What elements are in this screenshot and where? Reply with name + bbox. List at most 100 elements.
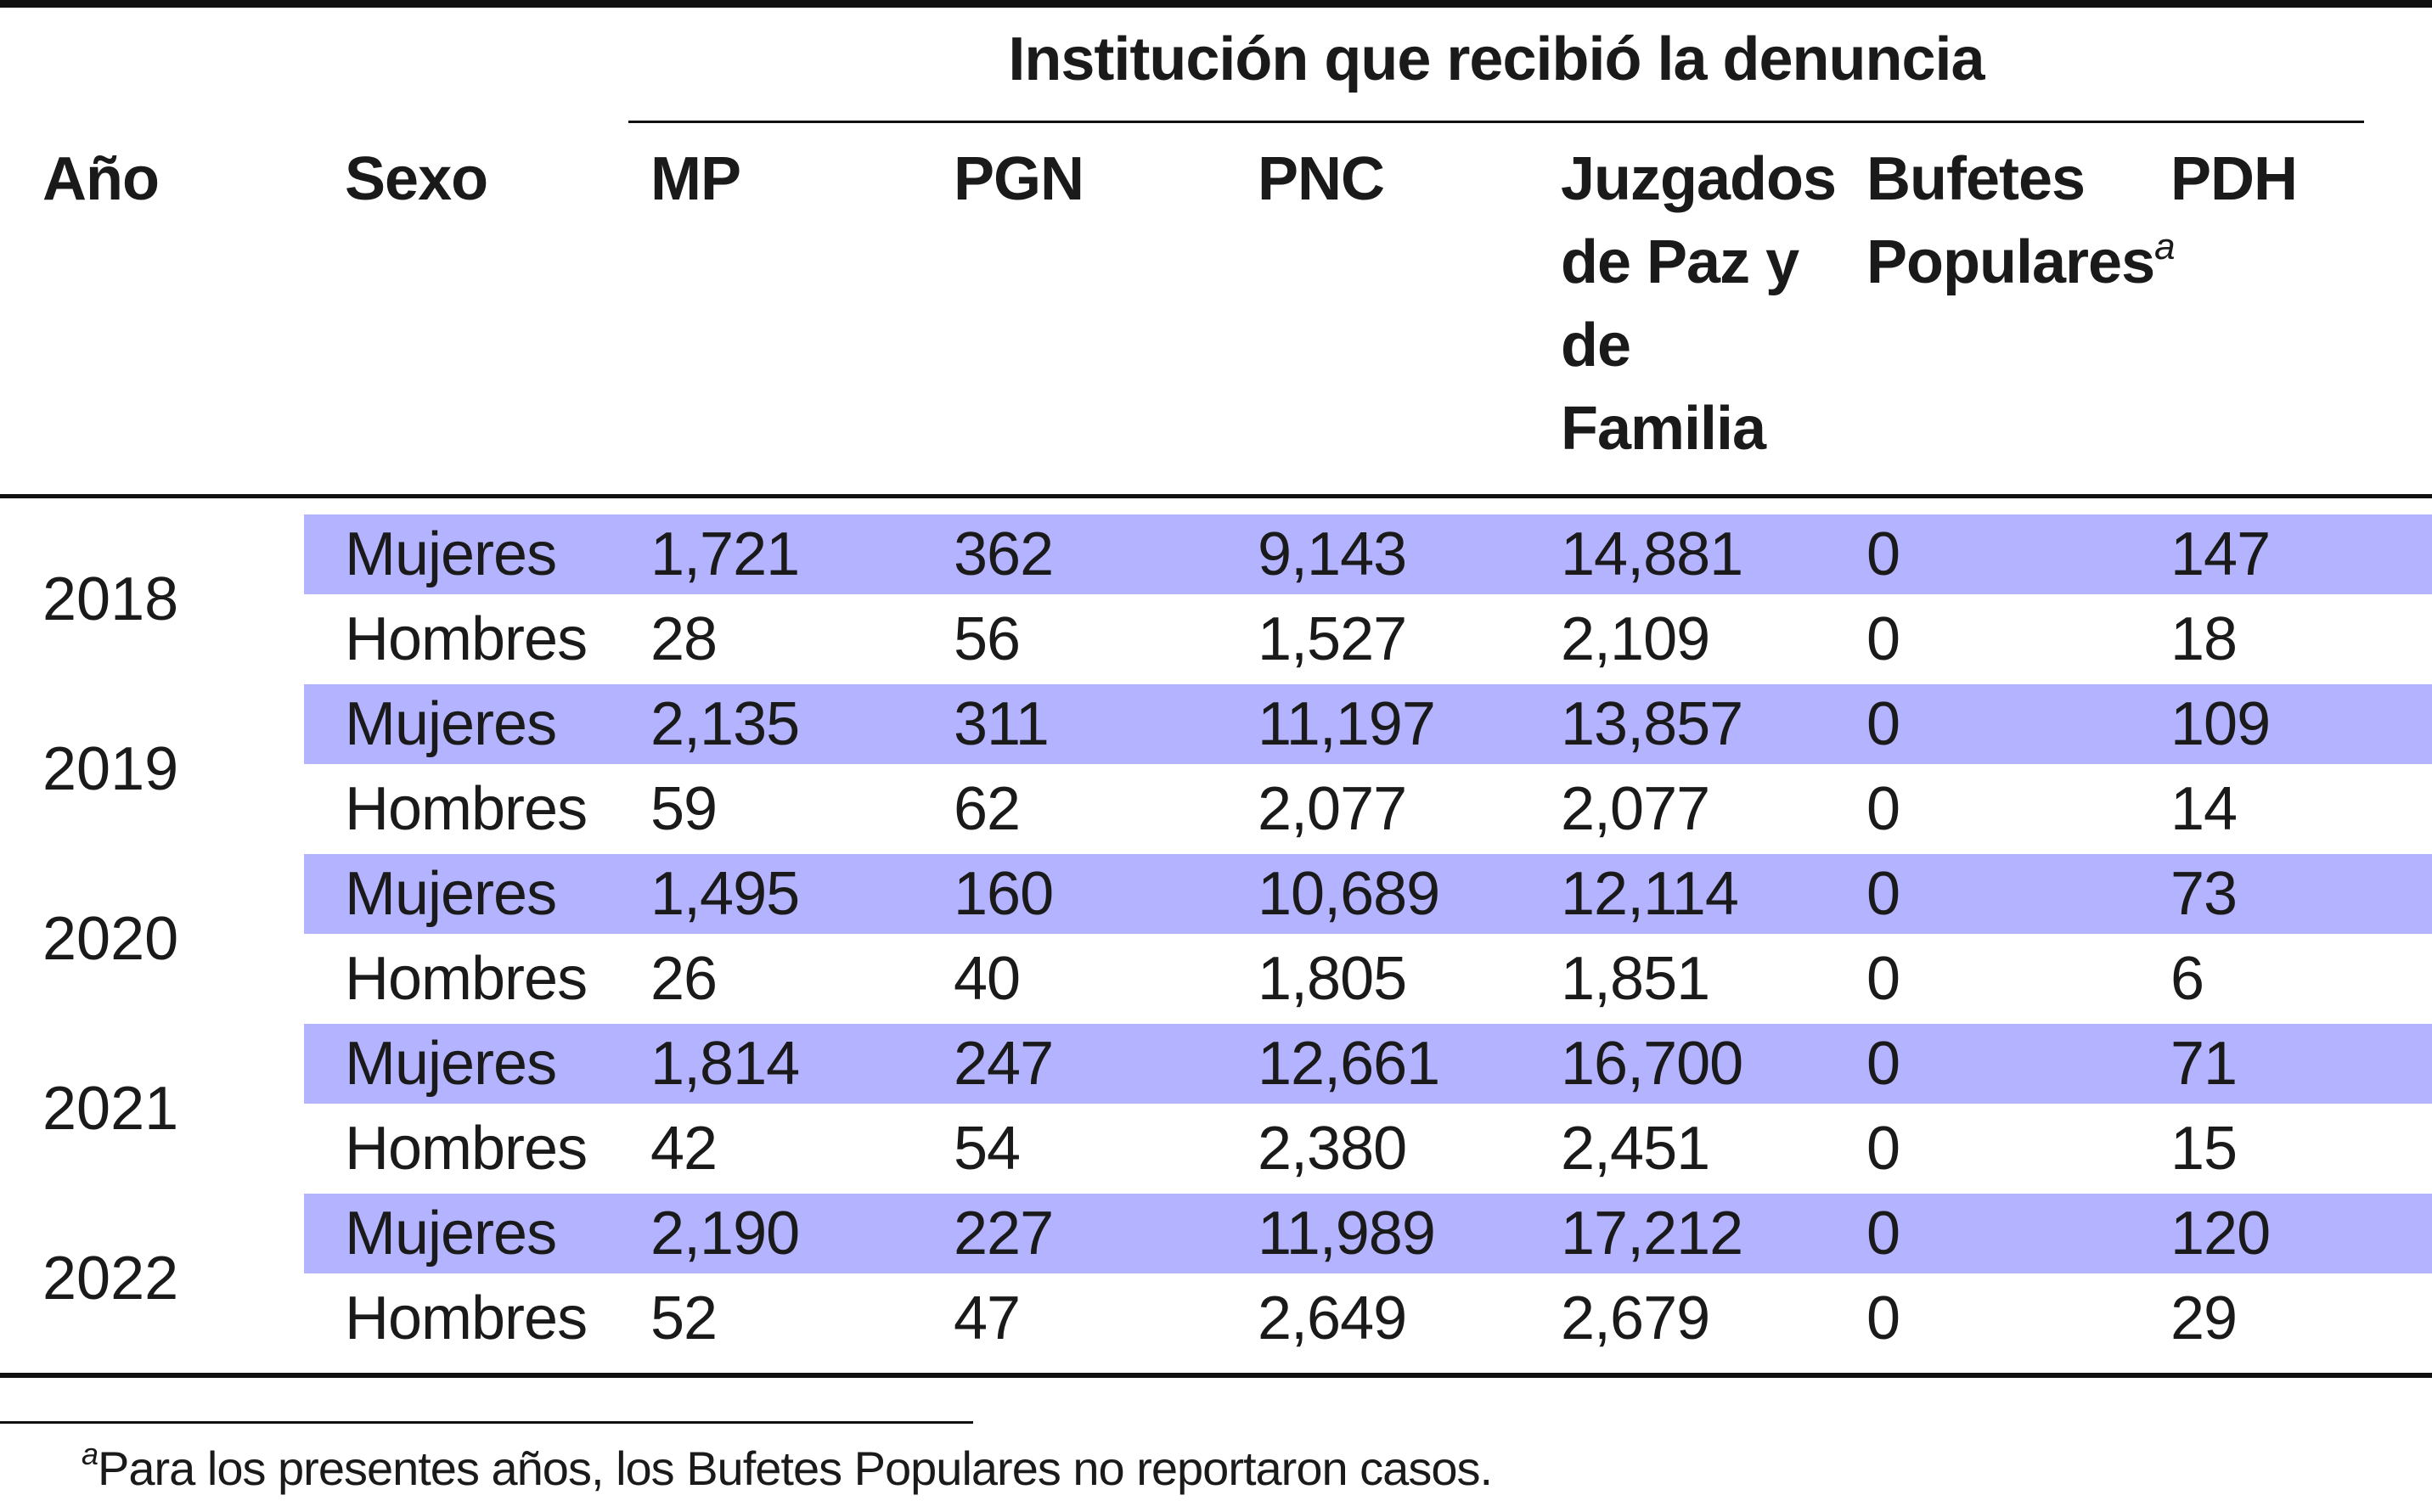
cell-mp: 1,814 <box>650 1030 800 1098</box>
cell-bufetes: 0 <box>1866 860 1900 928</box>
table-row-hombres: Hombres 28 56 1,527 2,109 0 18 <box>304 599 2432 679</box>
cell-mp: 2,135 <box>650 690 800 758</box>
table-row-hombres: Hombres 59 62 2,077 2,077 0 14 <box>304 769 2432 849</box>
cell-mp: 1,495 <box>650 860 800 928</box>
table-row-hombres: Hombres 42 54 2,380 2,451 0 15 <box>304 1109 2432 1189</box>
cell-pgn: 160 <box>954 860 1054 928</box>
cell-mp: 59 <box>650 775 718 843</box>
year-group: 2022 Mujeres 2,190 227 11,989 17,212 0 1… <box>0 1194 2432 1363</box>
cell-sex: Mujeres <box>345 1030 557 1098</box>
cell-mp: 28 <box>650 605 718 673</box>
table-row-mujeres: Mujeres 2,135 311 11,197 13,857 0 109 <box>304 684 2432 764</box>
cell-juzgados: 2,679 <box>1561 1284 1710 1352</box>
cell-bufetes: 0 <box>1866 605 1900 673</box>
table-row-mujeres: Mujeres 1,814 247 12,661 16,700 0 71 <box>304 1024 2432 1104</box>
cell-pdh: 147 <box>2170 520 2271 588</box>
cell-juzgados: 2,109 <box>1561 605 1710 673</box>
table-row-mujeres: Mujeres 1,721 362 9,143 14,881 0 147 <box>304 514 2432 594</box>
col-header-bufetes: Bufetes Popularesa <box>1866 138 2189 304</box>
cell-sex: Mujeres <box>345 520 557 588</box>
cell-bufetes: 0 <box>1866 1115 1900 1183</box>
cell-sex: Hombres <box>345 1284 588 1352</box>
column-group-rule <box>628 121 2364 123</box>
table-row-hombres: Hombres 52 47 2,649 2,679 0 29 <box>304 1279 2432 1358</box>
year-group: 2018 Mujeres 1,721 362 9,143 14,881 0 14… <box>0 514 2432 684</box>
col-header-juzgados: Juzgados de Paz y de Familia <box>1561 145 1837 463</box>
cell-sex: Mujeres <box>345 1200 557 1267</box>
cell-pnc: 10,689 <box>1258 860 1440 928</box>
cell-pgn: 56 <box>954 605 1021 673</box>
cell-mp: 2,190 <box>650 1200 800 1267</box>
cell-pdh: 14 <box>2170 775 2238 843</box>
cell-sex: Mujeres <box>345 690 557 758</box>
footnote-rule <box>0 1421 973 1424</box>
table-top-rule <box>0 0 2432 8</box>
header-bottom-rule <box>0 494 2432 498</box>
cell-pdh: 15 <box>2170 1115 2238 1183</box>
year-label: 2019 <box>42 735 179 803</box>
year-group: 2019 Mujeres 2,135 311 11,197 13,857 0 1… <box>0 684 2432 854</box>
cell-sex: Hombres <box>345 605 588 673</box>
cell-pnc: 9,143 <box>1258 520 1407 588</box>
cell-bufetes: 0 <box>1866 1030 1900 1098</box>
col-header-pdh: PDH <box>2170 145 2298 213</box>
footnote-marker: a <box>82 1436 99 1471</box>
cell-sex: Hombres <box>345 945 588 1013</box>
cell-pgn: 40 <box>954 945 1021 1013</box>
cell-pnc: 12,661 <box>1258 1030 1440 1098</box>
cell-pnc: 11,197 <box>1258 690 1436 758</box>
table-row-hombres: Hombres 26 40 1,805 1,851 0 6 <box>304 939 2432 1019</box>
year-label: 2020 <box>42 905 179 973</box>
col-header-sex: Sexo <box>345 145 488 213</box>
year-group: 2021 Mujeres 1,814 247 12,661 16,700 0 7… <box>0 1024 2432 1194</box>
cell-pnc: 1,527 <box>1258 605 1407 673</box>
cell-juzgados: 2,077 <box>1561 775 1710 843</box>
cell-pnc: 2,077 <box>1258 775 1407 843</box>
cell-mp: 42 <box>650 1115 718 1183</box>
cell-bufetes: 0 <box>1866 690 1900 758</box>
cell-sex: Mujeres <box>345 860 557 928</box>
cell-bufetes: 0 <box>1866 1284 1900 1352</box>
cell-bufetes: 0 <box>1866 520 1900 588</box>
cell-pdh: 29 <box>2170 1284 2238 1352</box>
cell-bufetes: 0 <box>1866 945 1900 1013</box>
cell-pgn: 62 <box>954 775 1021 843</box>
table-bottom-rule <box>0 1373 2432 1378</box>
cell-pdh: 71 <box>2170 1030 2238 1098</box>
footnote-text: Para los presentes años, los Bufetes Pop… <box>98 1442 1493 1495</box>
table-row-mujeres: Mujeres 1,495 160 10,689 12,114 0 73 <box>304 854 2432 934</box>
cell-pgn: 227 <box>954 1200 1054 1267</box>
table-body: 2018 Mujeres 1,721 362 9,143 14,881 0 14… <box>0 514 2432 1363</box>
cell-pgn: 247 <box>954 1030 1054 1098</box>
cell-pgn: 54 <box>954 1115 1021 1183</box>
cell-bufetes: 0 <box>1866 1200 1900 1267</box>
cell-pdh: 120 <box>2170 1200 2271 1267</box>
column-group-title: Institución que recibió la denuncia <box>1008 25 1984 93</box>
footnote-marker: a <box>2154 226 2176 267</box>
cell-pnc: 11,989 <box>1258 1200 1436 1267</box>
col-header-year: Año <box>42 145 160 213</box>
cell-juzgados: 2,451 <box>1561 1115 1710 1183</box>
year-label: 2022 <box>42 1245 179 1312</box>
cell-mp: 52 <box>650 1284 718 1352</box>
cell-pnc: 2,649 <box>1258 1284 1407 1352</box>
cell-pgn: 47 <box>954 1284 1021 1352</box>
col-header-bufetes-label: Bufetes Populares <box>1866 145 2155 296</box>
cell-juzgados: 16,700 <box>1561 1030 1743 1098</box>
cell-pdh: 6 <box>2170 945 2204 1013</box>
cell-juzgados: 13,857 <box>1561 690 1743 758</box>
cell-pgn: 362 <box>954 520 1054 588</box>
col-header-pgn: PGN <box>954 145 1084 213</box>
cell-juzgados: 12,114 <box>1561 860 1739 928</box>
cell-juzgados: 17,212 <box>1561 1200 1743 1267</box>
year-label: 2018 <box>42 565 179 633</box>
cell-bufetes: 0 <box>1866 775 1900 843</box>
year-group: 2020 Mujeres 1,495 160 10,689 12,114 0 7… <box>0 854 2432 1024</box>
cell-mp: 26 <box>650 945 718 1013</box>
cell-pdh: 18 <box>2170 605 2238 673</box>
cell-pgn: 311 <box>954 690 1050 758</box>
cell-pnc: 2,380 <box>1258 1115 1407 1183</box>
cell-mp: 1,721 <box>650 520 800 588</box>
year-label: 2021 <box>42 1075 179 1143</box>
col-header-mp: MP <box>650 145 741 213</box>
